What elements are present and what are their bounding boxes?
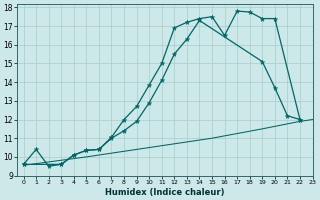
X-axis label: Humidex (Indice chaleur): Humidex (Indice chaleur) — [105, 188, 225, 197]
